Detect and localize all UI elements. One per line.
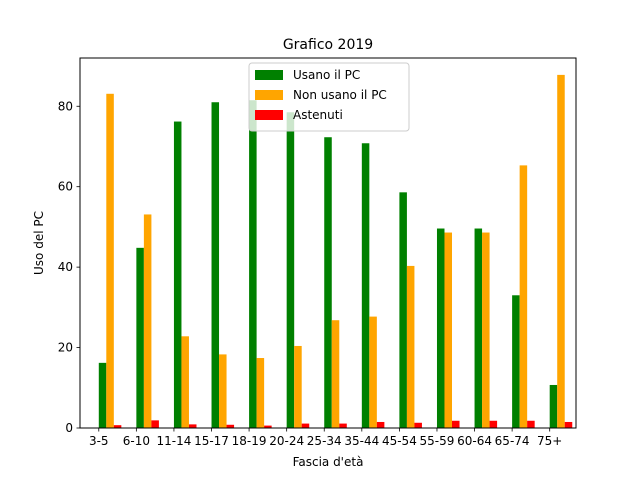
bar-series-2-1 xyxy=(151,420,159,428)
y-tick-label: 80 xyxy=(58,99,73,113)
bar-series-2-10 xyxy=(489,420,498,428)
bar-series-1-7 xyxy=(369,316,377,428)
x-axis-label: Fascia d'età xyxy=(293,455,364,469)
chart-title: Grafico 2019 xyxy=(283,37,373,53)
bar-series-2-3 xyxy=(226,424,235,428)
legend-swatch-2 xyxy=(255,110,283,120)
bar-series-0-6 xyxy=(324,137,332,429)
bar-series-1-12 xyxy=(557,74,565,428)
legend: Usano il PC Non usano il PC Astenuti xyxy=(248,62,410,132)
bar-series-1-9 xyxy=(444,232,452,428)
legend-box xyxy=(248,62,410,132)
x-tick-label: 75+ xyxy=(537,434,562,448)
bar-series-0-10 xyxy=(474,228,483,428)
x-tick-label: 25-34 xyxy=(307,434,342,448)
plot-area-frame xyxy=(79,57,577,429)
x-tick-label: 6-10 xyxy=(123,434,150,448)
legend-label-1: Non usano il PC xyxy=(293,88,387,102)
bar-series-2-4 xyxy=(264,425,272,428)
bar-series-1-4 xyxy=(256,358,265,428)
legend-swatch-0 xyxy=(255,70,283,80)
bar-series-1-6 xyxy=(331,320,340,428)
bar-series-2-11 xyxy=(527,420,535,428)
bar-series-1-1 xyxy=(143,214,152,428)
bar-series-2-8 xyxy=(414,422,422,428)
bar-series-1-11 xyxy=(519,165,528,428)
bar-series-0-3 xyxy=(211,102,220,429)
bar-series-0-12 xyxy=(549,384,558,428)
legend-swatch-1 xyxy=(255,90,283,100)
y-tick-label: 40 xyxy=(58,260,73,274)
x-tick-label: 3-5 xyxy=(89,434,109,448)
x-tick-label: 60-64 xyxy=(457,434,492,448)
bar-series-1-0 xyxy=(106,93,114,428)
bar-series-2-5 xyxy=(301,423,310,428)
bar-series-0-5 xyxy=(286,112,295,428)
bar-series-0-9 xyxy=(436,228,445,428)
bar-series-1-8 xyxy=(406,265,415,428)
bar-series-0-1 xyxy=(136,247,144,428)
y-tick-label: 20 xyxy=(58,341,73,355)
x-tick-label: 11-14 xyxy=(157,434,192,448)
bar-series-1-3 xyxy=(219,354,227,428)
x-tick-label: 20-24 xyxy=(269,434,304,448)
x-tick-label: 55-59 xyxy=(420,434,455,448)
bar-series-0-2 xyxy=(173,121,182,428)
x-tick-label: 15-17 xyxy=(194,434,229,448)
y-axis-label: Uso del PC xyxy=(32,211,46,275)
x-tick-label: 35-44 xyxy=(344,434,379,448)
bar-series-0-4 xyxy=(249,100,257,428)
bar-series-0-0 xyxy=(98,362,107,428)
legend-label-0: Usano il PC xyxy=(293,68,360,82)
bar-series-0-7 xyxy=(361,143,370,428)
bar-series-1-2 xyxy=(181,336,189,428)
x-axis-ticks: 3-5 6-10 11-14 15-17 18-19 20-24 25-34 35-44 45-… xyxy=(89,428,562,448)
bar-series-2-2 xyxy=(188,424,197,428)
legend-label-2: Astenuti xyxy=(293,108,343,122)
bar-series-2-12 xyxy=(564,421,573,428)
x-tick-label: 45-54 xyxy=(382,434,417,448)
bar-series-2-9 xyxy=(452,420,460,428)
x-tick-label: 65-74 xyxy=(495,434,530,448)
x-tick-label: 18-19 xyxy=(232,434,267,448)
bar-series-0-8 xyxy=(399,192,407,428)
y-axis-ticks: 0 20 40 60 80 xyxy=(58,99,80,435)
bar-series-1-5 xyxy=(294,345,302,428)
bars-group xyxy=(98,74,573,429)
bar-series-2-6 xyxy=(339,423,347,428)
bar-series-2-0 xyxy=(113,425,122,428)
bar-series-0-11 xyxy=(512,295,520,428)
y-tick-label: 0 xyxy=(65,421,73,435)
bar-series-2-7 xyxy=(376,421,385,428)
bar-series-1-10 xyxy=(482,232,490,428)
y-tick-label: 60 xyxy=(58,180,73,194)
